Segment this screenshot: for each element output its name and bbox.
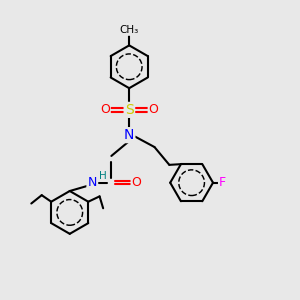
Text: F: F — [219, 176, 226, 189]
Text: CH₃: CH₃ — [120, 25, 139, 35]
Text: H: H — [99, 171, 107, 181]
Text: N: N — [87, 176, 97, 189]
Text: N: N — [124, 128, 134, 142]
Text: O: O — [100, 103, 110, 116]
Text: O: O — [148, 103, 158, 116]
Text: O: O — [132, 176, 142, 189]
Text: S: S — [125, 103, 134, 117]
